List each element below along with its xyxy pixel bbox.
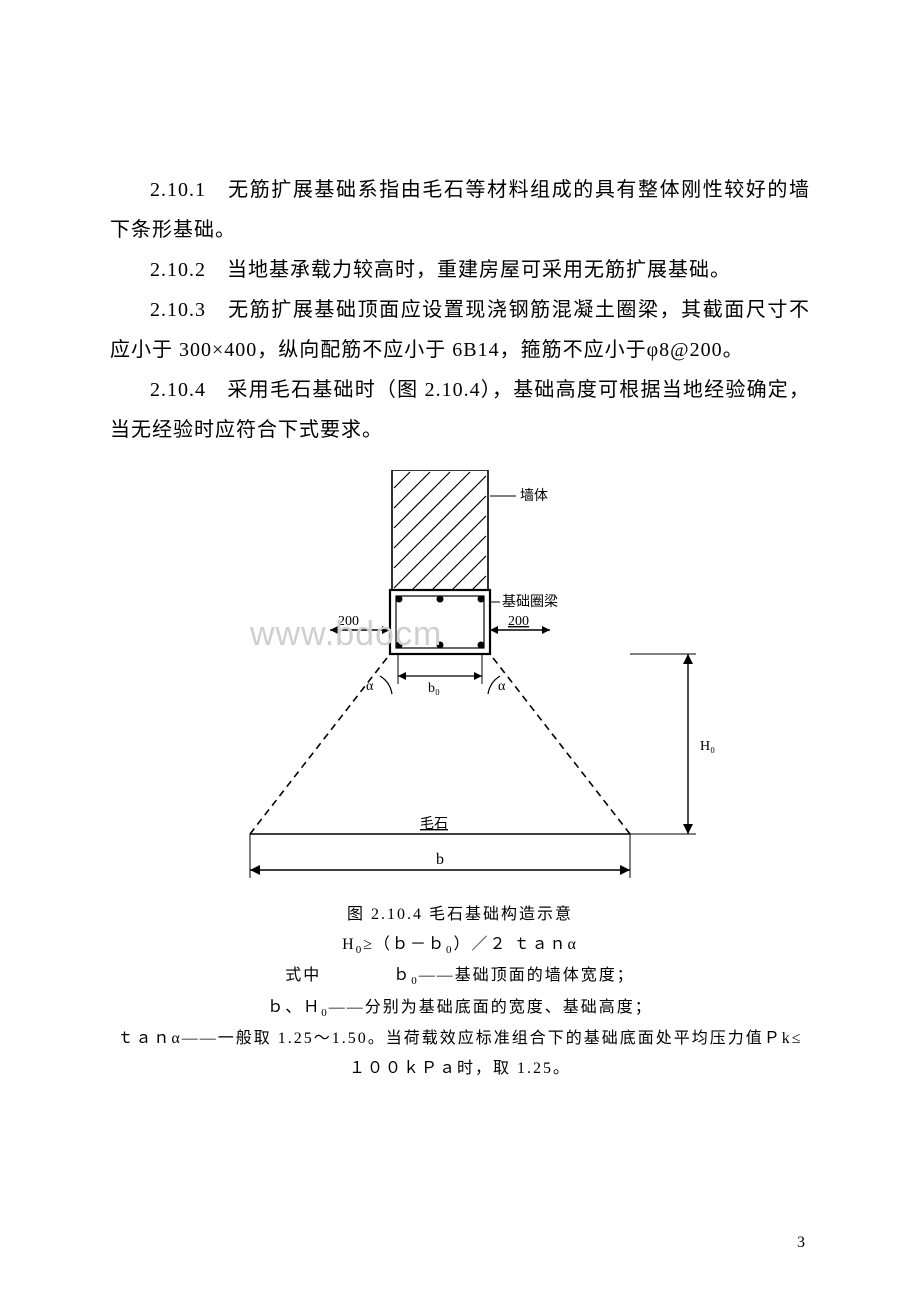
legend-label: 式中 bbox=[285, 967, 321, 984]
figure-container: 墙体 基础圈梁 200 bbox=[110, 470, 810, 890]
eq-suffix: ）／２ ｔａｎα bbox=[453, 936, 577, 953]
figure-caption: 图 2.10.4 毛石基础构造示意 bbox=[110, 900, 810, 930]
dim-b0: b₀ bbox=[398, 654, 482, 696]
H0-label: H₀ bbox=[700, 739, 715, 754]
paragraph-2-10-1: 2.10.1 无筋扩展基础系指由毛石等材料组成的具有整体刚性较好的墙下条形基础。 bbox=[110, 170, 810, 250]
alpha-left: α bbox=[366, 676, 392, 694]
b-width-label: b bbox=[436, 851, 444, 868]
dim-b: b bbox=[250, 834, 630, 878]
legend-b0-pre: ｂ bbox=[393, 967, 411, 984]
stone-label: 毛石 bbox=[420, 816, 448, 832]
wall-label: 墙体 bbox=[520, 488, 548, 504]
ring-beam-shape bbox=[390, 590, 490, 654]
legend-b0-sub: 0 bbox=[411, 976, 419, 988]
foundation-diagram: 墙体 基础圈梁 200 bbox=[180, 470, 740, 890]
svg-text:α: α bbox=[366, 679, 374, 694]
dim-200-right: 200 bbox=[508, 614, 529, 629]
legend-l2-pre: ｂ、Ｈ bbox=[267, 999, 321, 1016]
paragraph-2-10-3: 2.10.3 无筋扩展基础顶面应设置现浇钢筋混凝土圈梁，其截面尺寸不应小于 30… bbox=[110, 290, 810, 370]
eq-H: H bbox=[342, 936, 356, 953]
wall-shape bbox=[392, 470, 488, 590]
b0-label: b₀ bbox=[428, 681, 440, 696]
legend-line-3: ｔａｎα——一般取 1.25～1.50。当荷载效应标准组合下的基础底面处平均压力… bbox=[110, 1024, 810, 1085]
paragraph-2-10-4: 2.10.4 采用毛石基础时（图 2.10.4），基础高度可根据当地经验确定，当… bbox=[110, 370, 810, 450]
equation-line: H0≥（ｂ－ｂ0）／２ ｔａｎα bbox=[110, 930, 810, 961]
alpha-right: α bbox=[488, 676, 506, 694]
dim-H0: H₀ bbox=[630, 654, 715, 834]
dim-200-left: 200 bbox=[338, 614, 359, 629]
ring-beam-label: 基础圈梁 bbox=[502, 593, 558, 610]
eq-mid: ≥（ｂ－ｂ bbox=[363, 936, 446, 953]
legend-l2-post: ——分别为基础底面的宽度、基础高度； bbox=[329, 999, 653, 1016]
document-page: 2.10.1 无筋扩展基础系指由毛石等材料组成的具有整体刚性较好的墙下条形基础。… bbox=[0, 0, 920, 1302]
legend-line-2: ｂ、Ｈ0——分别为基础底面的宽度、基础高度； bbox=[110, 993, 810, 1024]
legend-l2-sub: 0 bbox=[321, 1007, 329, 1019]
dim-200-group: 200 200 bbox=[330, 614, 550, 634]
legend-b0-post: ——基础顶面的墙体宽度； bbox=[419, 967, 635, 984]
svg-text:α: α bbox=[498, 679, 506, 694]
legend-line-1: 式中 ｂ0——基础顶面的墙体宽度； bbox=[110, 961, 810, 992]
page-number: 3 bbox=[797, 1234, 805, 1252]
foundation-outline bbox=[250, 654, 630, 834]
paragraph-2-10-2: 2.10.2 当地基承载力较高时，重建房屋可采用无筋扩展基础。 bbox=[110, 250, 810, 290]
